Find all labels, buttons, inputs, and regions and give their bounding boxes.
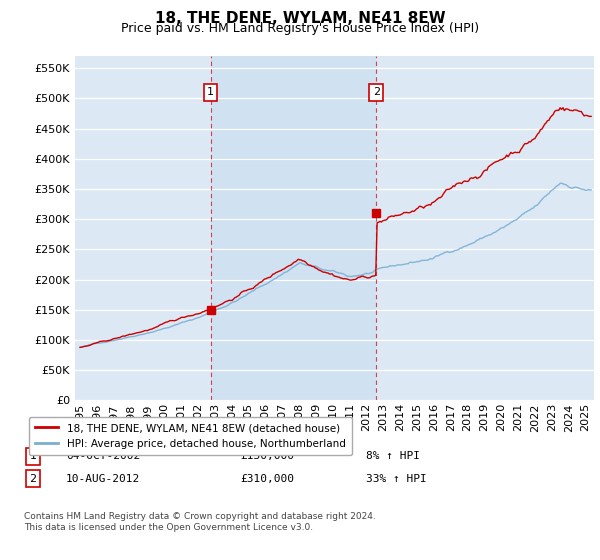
Text: 10-AUG-2012: 10-AUG-2012 [66, 474, 140, 484]
Bar [211, 56, 376, 400]
Text: 8% ↑ HPI: 8% ↑ HPI [366, 451, 420, 461]
Text: 2: 2 [29, 474, 37, 484]
Text: 1: 1 [207, 87, 214, 97]
Legend: 18, THE DENE, WYLAM, NE41 8EW (detached house), HPI: Average price, detached hou: 18, THE DENE, WYLAM, NE41 8EW (detached … [29, 417, 352, 455]
Text: £150,000: £150,000 [240, 451, 294, 461]
Text: Price paid vs. HM Land Registry's House Price Index (HPI): Price paid vs. HM Land Registry's House … [121, 22, 479, 35]
Text: 18, THE DENE, WYLAM, NE41 8EW: 18, THE DENE, WYLAM, NE41 8EW [155, 11, 445, 26]
Text: Contains HM Land Registry data © Crown copyright and database right 2024.
This d: Contains HM Land Registry data © Crown c… [24, 512, 376, 532]
Text: 04-OCT-2002: 04-OCT-2002 [66, 451, 140, 461]
Text: £310,000: £310,000 [240, 474, 294, 484]
Text: 33% ↑ HPI: 33% ↑ HPI [366, 474, 427, 484]
Text: 2: 2 [373, 87, 380, 97]
Text: 1: 1 [29, 451, 37, 461]
